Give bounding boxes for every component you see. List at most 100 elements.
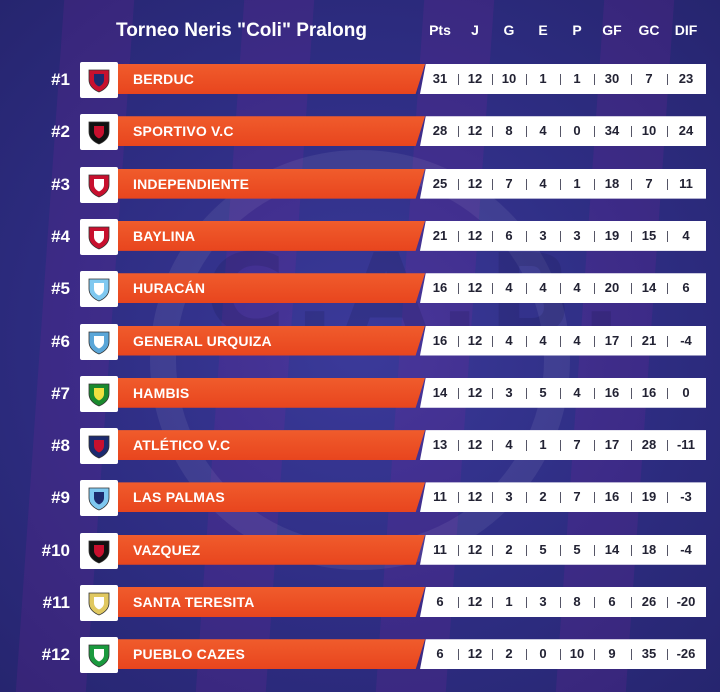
stat-gf: 9 [608,646,616,662]
stat-p: 7 [573,437,581,453]
stat-dif: 24 [678,123,694,139]
stat-separator [457,74,459,85]
stat-separator [593,230,595,242]
stat-separator [666,230,668,242]
table-row: #12 PUEBLO CAZES 6 12 2 0 10 9 35 -26 [0,633,720,677]
stat-j: 12 [467,71,483,86]
stat-gc: 26 [641,594,657,609]
team-stats-bar: 25 12 7 4 1 18 7 11 [420,168,706,199]
sportivo-shield-icon [80,114,118,151]
stat-separator [560,649,561,661]
stat-separator [560,178,561,190]
team-name-bar: HAMBIS [113,377,425,408]
stat-pts: 25 [432,175,448,191]
stat-pts: 28 [432,123,448,139]
pueblo-cazes-shield-icon [80,637,118,674]
stat-separator [630,544,632,556]
stat-separator [666,74,668,85]
team-stats-bar: 31 12 10 1 1 30 7 23 [420,64,706,94]
stat-pts: 11 [433,489,447,505]
stat-separator [560,283,561,295]
team-name-bar: SANTA TERESITA [113,587,425,617]
stat-j: 12 [467,437,483,453]
santa-teresita-shield-icon [80,585,118,621]
header-pts: Pts [429,22,451,38]
stat-separator [492,544,493,556]
header-gc: GC [638,22,660,38]
team-stats-bar: 14 12 3 5 4 16 16 0 [420,377,706,408]
header-p: P [572,22,582,38]
stat-separator [593,178,595,190]
stat-e: 0 [539,646,547,662]
stat-gc: 19 [641,489,657,505]
team-rank: #9 [51,488,70,508]
stat-g: 2 [505,646,513,662]
stat-g: 7 [505,175,513,191]
stat-separator [457,335,459,347]
table-row: #8 ATLÉTICO V.C 13 12 4 1 7 17 28 -11 [0,424,720,468]
stat-separator [492,178,493,190]
stat-p: 4 [573,280,581,296]
stat-gf: 30 [604,71,620,86]
stat-separator [457,283,459,295]
stat-separator [526,440,527,452]
team-rank: #8 [51,436,70,456]
stat-separator [666,492,668,504]
stat-pts: 6 [436,594,444,609]
team-rank: #11 [42,593,70,612]
stat-gc: 7 [645,175,653,191]
team-name: GENERAL URQUIZA [133,332,272,349]
team-name: INDEPENDIENTE [133,175,250,192]
stat-pts: 14 [432,384,448,400]
stat-separator [526,544,527,556]
stat-gc: 35 [641,646,657,662]
stat-separator [457,544,459,556]
team-stats-bar: 6 12 1 3 8 6 26 -20 [420,587,706,617]
team-stats-bar: 11 12 2 5 5 14 18 -4 [420,534,706,565]
huracan-shield-icon [80,271,118,308]
stat-j: 12 [467,384,483,400]
stat-separator [492,126,493,138]
baylina-shield-icon [80,218,118,255]
stat-p: 3 [573,227,581,243]
stat-separator [630,492,632,504]
team-rank: #10 [41,540,70,560]
stat-separator [560,440,561,452]
stat-separator [457,126,459,138]
stat-e: 5 [539,384,547,400]
table-row: #4 BAYLINA 21 12 6 3 3 19 15 4 [0,215,720,259]
stat-separator [630,440,632,452]
stat-g: 4 [505,437,513,453]
stat-separator [666,544,668,556]
stat-separator [666,283,668,295]
stat-separator [630,178,632,190]
stat-separator [560,126,561,138]
stat-g: 4 [505,332,513,348]
stat-separator [526,649,527,661]
stat-pts: 21 [432,227,448,243]
stat-separator [457,597,459,608]
stat-e: 4 [539,280,547,296]
team-name: BAYLINA [133,227,196,244]
stat-gc: 28 [641,437,657,453]
stat-separator [492,283,493,295]
stat-gc: 18 [641,541,657,557]
stat-separator [526,74,527,85]
stat-separator [593,544,595,556]
stat-p: 1 [573,175,581,191]
stat-pts: 31 [432,71,448,86]
stat-separator [492,649,493,661]
stat-separator [492,74,493,85]
stat-separator [630,126,632,138]
stat-p: 4 [573,384,581,400]
stat-g: 2 [505,541,513,557]
team-rank: #6 [51,331,70,351]
team-rank: #1 [51,70,70,89]
stat-e: 1 [539,71,547,86]
stat-dif: 11 [679,175,693,191]
stat-g: 6 [505,227,513,243]
team-stats-bar: 11 12 3 2 7 16 19 -3 [420,482,706,513]
team-name-bar: LAS PALMAS [113,482,425,513]
stat-pts: 16 [432,332,448,348]
stat-separator [526,126,527,138]
